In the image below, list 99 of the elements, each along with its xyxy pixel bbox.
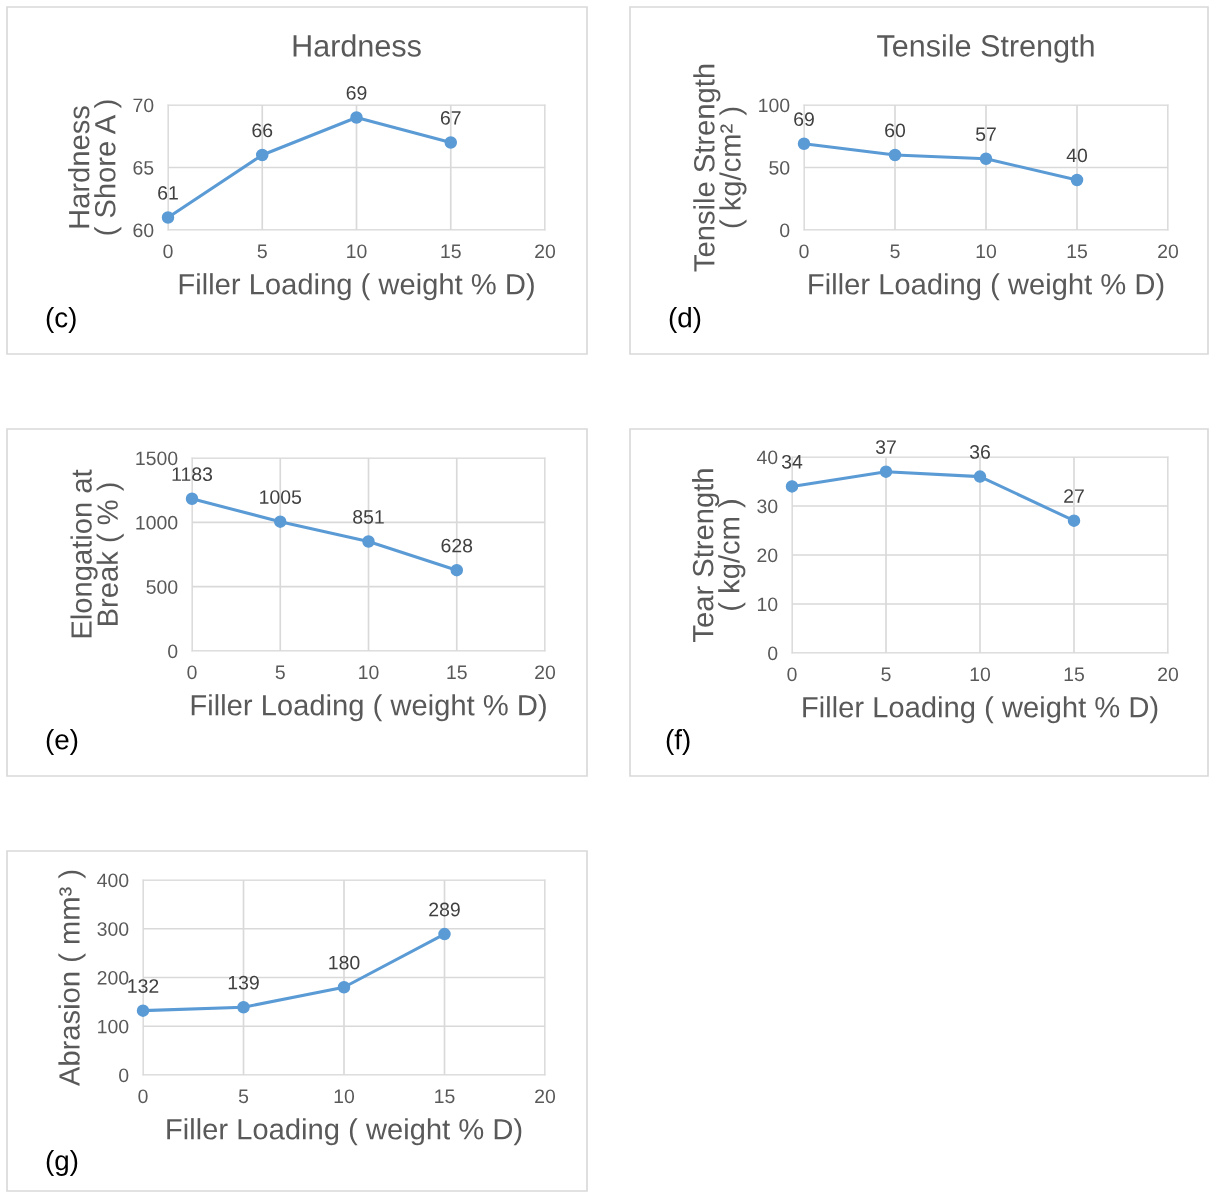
data-label: 67 [440, 111, 461, 125]
y-tick-label: 30 [757, 499, 778, 514]
point [438, 927, 451, 941]
data-label: 69 [794, 112, 814, 127]
point [136, 1004, 150, 1017]
point [273, 515, 287, 528]
point [444, 136, 458, 149]
y-tick-label: 100 [98, 1019, 129, 1034]
x-tick-label: 5 [881, 667, 891, 682]
data-label: 1005 [260, 490, 302, 504]
x-tick-label: 15 [441, 244, 461, 259]
data-label: 34 [781, 454, 803, 469]
x-tick-label: 5 [275, 665, 285, 680]
y-tick-label: 1000 [136, 515, 178, 530]
data-label: 628 [441, 538, 473, 553]
data-label: 139 [228, 975, 259, 990]
data-label: 180 [329, 955, 360, 970]
point [161, 211, 175, 224]
point [450, 563, 464, 577]
x-tick-label: 10 [347, 244, 367, 259]
x-tick-label: 10 [970, 667, 991, 682]
y-tick-label: 60 [133, 223, 154, 238]
point [362, 535, 375, 548]
y-tick-label: 0 [768, 646, 778, 661]
text: (f) [666, 729, 690, 755]
data-label: 69 [346, 86, 367, 100]
y-axis-title: Abrasion ( mm³ ) [58, 870, 86, 1087]
y-tick-label: 0 [168, 644, 178, 659]
text: (g) [46, 1150, 78, 1176]
x-tick-label: 15 [1064, 667, 1084, 682]
x-tick-label: 10 [359, 665, 379, 680]
x-axis-title: Filler Loading ( weight % D) [191, 694, 546, 722]
point [888, 148, 902, 162]
x-tick-label: 20 [535, 244, 556, 259]
point [785, 480, 799, 493]
x-tick-label: 5 [238, 1089, 249, 1104]
x-tick-label: 20 [535, 665, 556, 680]
y-axis-title: Elongation at Break ( % ) [70, 469, 124, 638]
x-tick-label: 5 [890, 244, 900, 259]
data-label: 289 [429, 902, 460, 917]
point [979, 152, 993, 166]
data-label: 37 [875, 440, 896, 454]
x-tick-label: 20 [1158, 667, 1179, 682]
x-tick-label: 0 [187, 665, 197, 680]
y-tick-label: 0 [780, 223, 790, 238]
text: (d) [669, 307, 701, 333]
y-tick-label: 20 [757, 548, 778, 563]
text: (c) [46, 307, 76, 333]
y-tick-label: 300 [97, 922, 129, 936]
point [1070, 173, 1084, 187]
data-label: 1183 [172, 467, 213, 482]
y-tick-label: 10 [757, 597, 778, 612]
y-tick-label: 0 [119, 1068, 129, 1083]
y-tick-label: 1500 [136, 451, 178, 466]
x-axis-title: Filler Loading ( weight % D) [167, 1118, 522, 1146]
data-label: 27 [1064, 489, 1084, 503]
point [797, 137, 811, 151]
y-tick-label: 65 [133, 160, 154, 175]
y-axis-title: Tear Strength ( kg/cm ) [692, 469, 746, 642]
y-tick-label: 70 [133, 98, 154, 113]
x-tick-label: 15 [435, 1089, 455, 1104]
data-label: 40 [1066, 148, 1088, 163]
y-axis-title: Hardness ( Shore A ) [68, 100, 122, 235]
x-axis-title: Filler Loading ( weight % D) [803, 696, 1158, 724]
data-label: 66 [252, 123, 273, 138]
point [973, 470, 987, 483]
data-label: 60 [885, 123, 906, 138]
chart-title: Hardness [293, 34, 421, 57]
y-tick-label: 40 [756, 450, 778, 465]
point [879, 465, 893, 478]
data-label: 132 [128, 979, 159, 993]
x-tick-label: 5 [257, 244, 267, 259]
x-axis-title: Filler Loading ( weight % D) [179, 273, 534, 301]
text: (e) [46, 729, 78, 755]
y-tick-label: 400 [97, 873, 129, 888]
y-axis-title: Tensile Strength ( kg/cm² ) [693, 64, 747, 272]
point [185, 492, 199, 506]
x-tick-label: 15 [447, 665, 467, 680]
data-label: 851 [353, 510, 384, 524]
y-tick-label: 50 [769, 160, 790, 175]
x-axis-title: Filler Loading ( weight % D) [809, 273, 1164, 301]
point [350, 111, 363, 124]
x-tick-label: 10 [976, 244, 997, 259]
data-label: 36 [969, 445, 990, 459]
point [255, 148, 269, 162]
point [1067, 514, 1081, 527]
x-tick-label: 10 [334, 1089, 355, 1104]
x-tick-label: 20 [1158, 244, 1179, 259]
chart-title: Tensile Strength [877, 34, 1094, 63]
point [337, 980, 351, 994]
y-tick-label: 200 [97, 970, 129, 985]
data-label: 57 [975, 127, 996, 142]
y-tick-label: 500 [146, 580, 178, 594]
x-tick-label: 20 [535, 1089, 556, 1104]
point [237, 1000, 250, 1014]
y-tick-label: 100 [759, 98, 790, 113]
x-tick-label: 15 [1067, 244, 1087, 259]
data-label: 61 [158, 186, 178, 200]
x-tick-label: 0 [799, 244, 809, 259]
